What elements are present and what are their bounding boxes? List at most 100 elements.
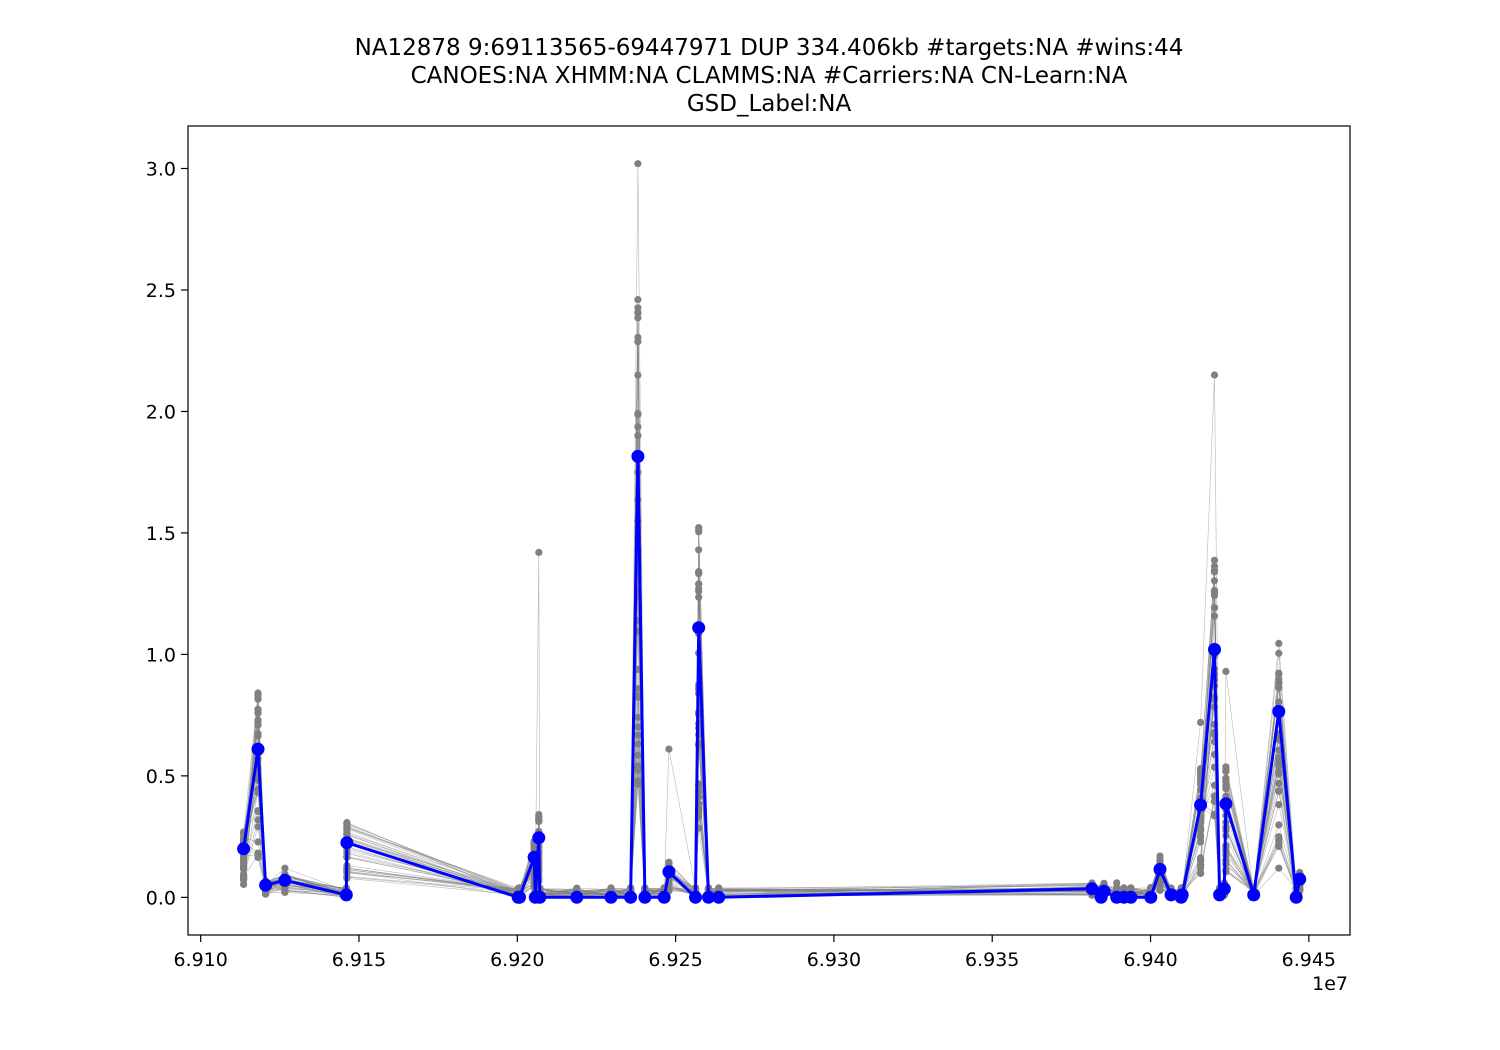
x-tick-label: 6.925 (648, 949, 702, 971)
background-point (1210, 612, 1219, 620)
background-point (343, 825, 351, 833)
sample-line (242, 454, 1302, 899)
title-line-3: GSD_Label:NA (686, 91, 852, 117)
background-point (240, 859, 248, 867)
background-point (634, 685, 642, 693)
background-point (1275, 649, 1283, 657)
background-point (1210, 562, 1219, 570)
sample-point (1208, 643, 1221, 656)
plot-frame (187, 125, 1351, 936)
background-point (695, 593, 703, 601)
background-point (695, 584, 703, 593)
background-line (243, 713, 1300, 898)
background-point (1275, 864, 1283, 872)
background-sample-lines (243, 163, 1300, 898)
background-point (1222, 667, 1230, 676)
background-point (281, 864, 289, 872)
y-axis: 0.0 0.5 1.0 1.5 2.0 2.5 3.0 (146, 159, 188, 909)
background-point (254, 838, 262, 846)
background-point (1275, 678, 1283, 686)
sample-point (278, 873, 292, 887)
background-point (535, 548, 543, 557)
background-point (535, 817, 543, 825)
sample-point (1247, 888, 1261, 902)
background-point (254, 721, 262, 729)
chart-title: NA12878 9:69113565-69447971 DUP 334.406k… (188, 34, 1350, 118)
background-point (695, 524, 703, 532)
background-line (243, 312, 1300, 898)
background-point (1275, 801, 1283, 809)
sample-point (712, 890, 726, 904)
background-point (634, 731, 642, 739)
background-sample-points (240, 160, 1304, 901)
background-point (607, 884, 615, 892)
background-point (1210, 568, 1219, 576)
background-point (634, 423, 642, 431)
background-point (1156, 857, 1164, 865)
background-point (665, 745, 673, 753)
background-point (1275, 768, 1283, 776)
sample-point (259, 878, 273, 892)
sample-point (1124, 890, 1138, 904)
background-point (1197, 824, 1205, 833)
background-line (243, 456, 1300, 898)
sample-point (1097, 884, 1111, 898)
background-point (634, 740, 642, 748)
background-point (1222, 782, 1230, 790)
background-point (1197, 869, 1205, 878)
background-point (695, 546, 703, 554)
background-point (254, 694, 262, 702)
background-line (243, 375, 1300, 898)
background-point (634, 723, 642, 731)
background-point (634, 692, 642, 700)
background-line (243, 549, 1300, 898)
background-line (243, 413, 1300, 898)
sample-point (1164, 888, 1178, 902)
background-point (634, 338, 642, 346)
background-line (243, 527, 1300, 897)
x-tick-label: 6.940 (1123, 949, 1177, 971)
background-point (1275, 639, 1283, 648)
title-line-1: NA12878 9:69113565-69447971 DUP 334.406k… (354, 35, 1184, 61)
x-tick-label: 6.945 (1282, 949, 1336, 971)
sample-point (638, 890, 652, 904)
background-point (254, 709, 262, 717)
background-point (1275, 779, 1283, 788)
background-line (243, 744, 1300, 898)
background-point (1275, 698, 1283, 706)
background-point (240, 870, 248, 878)
background-line (243, 312, 1300, 898)
background-line (243, 435, 1300, 898)
sample-point (251, 742, 265, 756)
background-point (1275, 833, 1283, 841)
background-point (1275, 821, 1283, 829)
background-point (1275, 670, 1283, 678)
sample-series (237, 449, 1307, 904)
x-axis-offset-label: 1e7 (1312, 973, 1348, 995)
background-line (243, 520, 1300, 898)
background-point (1197, 718, 1205, 727)
background-point (695, 568, 703, 576)
sample-point (513, 890, 526, 904)
sample-point (1293, 872, 1307, 886)
background-line (243, 414, 1300, 898)
background-point (1210, 371, 1219, 379)
background-line (243, 692, 1300, 898)
background-point (634, 160, 642, 168)
sample-point (662, 865, 676, 879)
sample-point (340, 836, 354, 850)
background-point (1275, 746, 1283, 754)
background-line (243, 299, 1300, 897)
sample-point (702, 890, 715, 904)
background-point (1210, 556, 1219, 564)
background-point (1275, 839, 1283, 847)
background-line (243, 588, 1300, 898)
sample-point (570, 890, 584, 904)
background-line (243, 317, 1300, 898)
background-point (634, 432, 642, 440)
sample-point (1194, 798, 1208, 812)
background-line (243, 341, 1300, 897)
x-tick-label: 6.915 (332, 949, 386, 971)
background-point (254, 851, 262, 859)
